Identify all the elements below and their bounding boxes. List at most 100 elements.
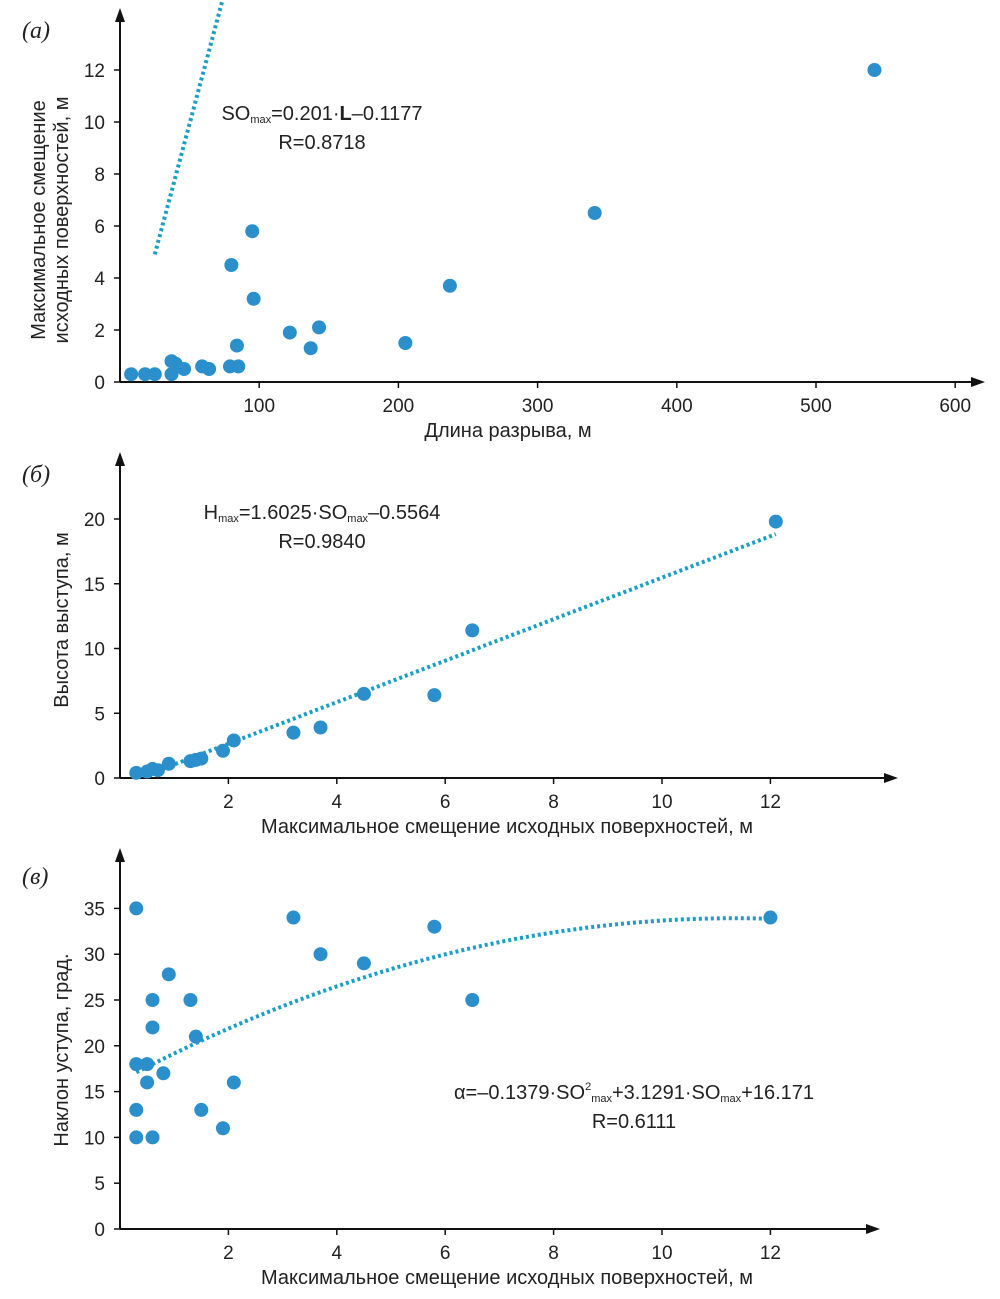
x-tick-label: 6 xyxy=(440,792,451,813)
equation-part: –0.1177 xyxy=(352,103,423,125)
x-tick-label: 2 xyxy=(223,792,234,813)
x-tick-label: 12 xyxy=(760,1243,781,1264)
equation-subscript: max xyxy=(591,1093,612,1105)
chart-panel-3: (в) 0 5 10 15 20 25 30 35 2 4 6 8 10 12 Максимальное см… xyxy=(22,848,880,1289)
data-point xyxy=(356,956,371,971)
equation-part: α=–0.1379·SO xyxy=(454,1082,585,1104)
y-axis-label: Наклон уступа, град. xyxy=(51,953,73,1146)
equation-text: α=–0.1379·SO2max+3.1291·SOmax+16.171 xyxy=(454,1081,814,1105)
r-value: R=0.9840 xyxy=(278,531,365,553)
equation-part: =1.6025·SO xyxy=(239,502,347,524)
panel-label: (в) xyxy=(22,864,48,890)
x-tick-label: 10 xyxy=(651,792,672,813)
data-point xyxy=(229,338,244,353)
equation-block: Hmax=1.6025·SOmax–0.5564 R=0.9840 xyxy=(204,502,441,553)
equation-subscript: max xyxy=(218,513,239,525)
data-point xyxy=(768,514,783,529)
x-axis-label: Максимальное смещение исходных поверхнос… xyxy=(261,816,753,838)
equation-subscript: max xyxy=(347,513,368,525)
data-point xyxy=(129,1102,144,1117)
equation-block: SOmax=0.201·L–0.1177 R=0.8718 xyxy=(221,103,422,154)
data-point xyxy=(312,320,327,335)
equation-subscript: max xyxy=(250,114,271,126)
data-point xyxy=(313,947,328,962)
x-tick-label: 200 xyxy=(383,396,415,417)
equation-part: –0.5564 xyxy=(368,502,440,524)
data-point xyxy=(465,623,480,638)
equation-part: +3.1291·SO xyxy=(612,1082,720,1104)
data-point xyxy=(124,367,139,382)
data-point xyxy=(224,258,239,272)
equation-part: +16.171 xyxy=(741,1082,814,1104)
data-point xyxy=(202,362,217,376)
equation-part: SO xyxy=(221,103,250,125)
trend-line xyxy=(152,0,225,255)
equation-part: =0.201· xyxy=(271,103,339,125)
x-axis-arrow xyxy=(884,773,898,783)
y-tick-label: 20 xyxy=(84,1037,105,1058)
y-tick-label: 25 xyxy=(84,991,105,1012)
x-tick-label: 100 xyxy=(243,396,275,417)
data-point xyxy=(188,1029,203,1044)
data-point xyxy=(183,993,198,1007)
x-tick-label: 600 xyxy=(939,396,971,417)
y-tick-label: 10 xyxy=(84,640,105,661)
y-axis-arrow xyxy=(115,452,125,466)
data-point xyxy=(231,359,246,374)
data-point xyxy=(129,1057,144,1072)
equation-bold: L xyxy=(340,103,352,125)
data-point xyxy=(129,765,144,780)
equation-block: α=–0.1379·SO2max+3.1291·SOmax+16.171R=0.… xyxy=(454,1081,814,1133)
y-tick-label: 12 xyxy=(84,61,105,82)
data-point xyxy=(147,367,162,382)
x-tick-label: 12 xyxy=(760,792,781,813)
trend-line xyxy=(135,916,771,1075)
data-point xyxy=(465,993,480,1007)
data-point xyxy=(303,341,318,356)
panel-label: (б) xyxy=(22,462,50,488)
data-point xyxy=(161,967,176,982)
equation-text: SOmax=0.201·L–0.1177 xyxy=(221,103,422,126)
data-point xyxy=(140,1057,155,1072)
equation-subscript: max xyxy=(720,1093,741,1105)
data-point xyxy=(194,1102,209,1117)
equation-text: Hmax=1.6025·SOmax–0.5564 xyxy=(204,502,441,525)
y-tick-label: 35 xyxy=(84,899,105,920)
data-point xyxy=(246,291,261,306)
data-point xyxy=(215,743,230,758)
chart-panel-1: (а) 0 2 4 6 8 10 12 100 200 300 400 500 600 Длина разр… xyxy=(22,0,985,442)
data-point xyxy=(145,1130,160,1145)
chart-panel-2: (б) 0 5 10 15 20 2 4 6 8 10 12 Максимальное смещение… xyxy=(22,452,898,838)
y-tick-label: 0 xyxy=(94,1220,105,1241)
data-point xyxy=(150,763,165,778)
data-point xyxy=(398,336,413,350)
data-point xyxy=(245,224,260,239)
y-axis-arrow xyxy=(115,848,125,862)
y-tick-label: 5 xyxy=(94,1174,105,1195)
x-tick-label: 8 xyxy=(548,792,559,813)
data-point xyxy=(282,325,297,340)
x-tick-label: 2 xyxy=(223,1243,234,1264)
y-tick-label: 6 xyxy=(94,217,105,238)
y-axis-label-line2: исходных поверхностей, м xyxy=(51,97,73,344)
y-tick-label: 15 xyxy=(84,575,105,596)
data-point xyxy=(138,367,153,382)
data-point xyxy=(286,910,301,925)
x-axis-label: Максимальное смещение исходных поверхнос… xyxy=(261,1267,753,1289)
x-tick-label: 300 xyxy=(522,396,554,417)
r-value: R=0.8718 xyxy=(278,132,365,154)
x-tick-label: 4 xyxy=(332,792,343,813)
equation-superscript: 2 xyxy=(585,1081,591,1093)
x-tick-label: 6 xyxy=(440,1243,451,1264)
x-tick-label: 10 xyxy=(651,1243,672,1264)
y-tick-label: 10 xyxy=(84,1128,105,1149)
data-point xyxy=(286,725,301,740)
panel-label: (а) xyxy=(22,18,50,44)
data-point xyxy=(867,63,882,77)
x-axis-arrow xyxy=(866,1224,880,1234)
data-point xyxy=(145,993,160,1007)
data-point xyxy=(226,1075,241,1090)
x-axis-arrow xyxy=(971,377,985,387)
x-tick-label: 8 xyxy=(548,1243,559,1264)
